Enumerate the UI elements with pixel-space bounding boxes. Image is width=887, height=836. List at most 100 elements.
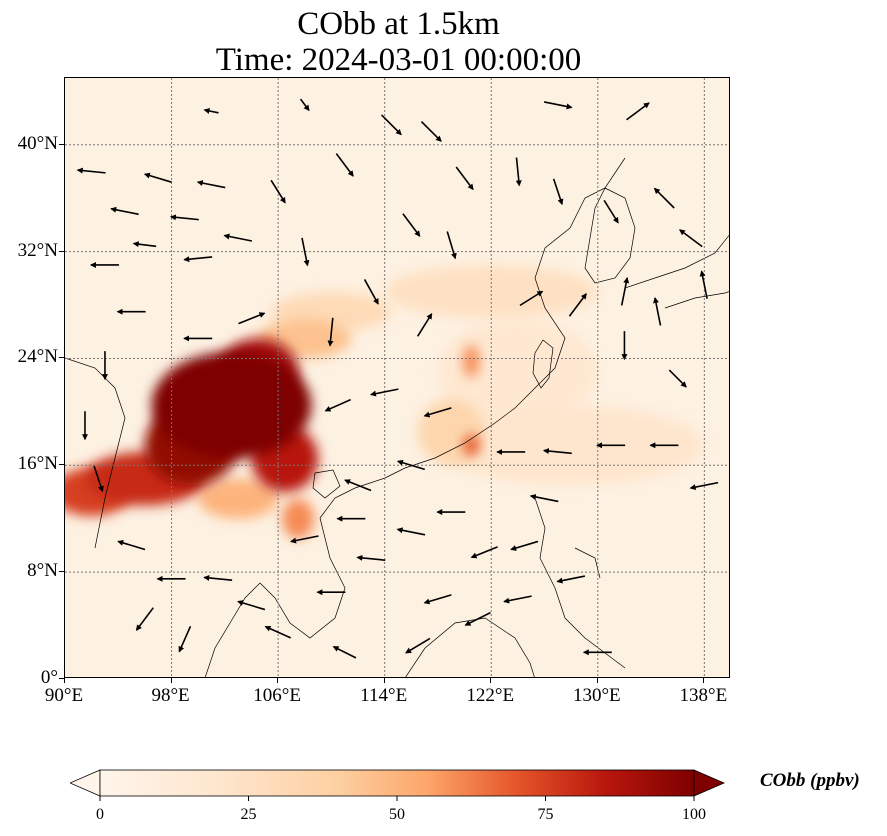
philippines-coastline xyxy=(534,497,626,669)
latitude-tick xyxy=(59,464,64,466)
wind-arrow xyxy=(529,493,559,503)
colorbar-tick-label: 100 xyxy=(682,806,706,823)
wind-arrow xyxy=(515,157,522,187)
wind-arrow xyxy=(203,574,233,582)
indochina-coastline xyxy=(204,517,346,677)
colorbar-ticks xyxy=(99,796,695,801)
wind-arrow xyxy=(335,153,354,177)
colorbar-extend-min xyxy=(70,769,101,797)
wind-arrow xyxy=(356,554,386,561)
wind-arrow xyxy=(110,206,139,216)
wind-arrow xyxy=(363,279,379,305)
wind-arrow xyxy=(299,98,310,112)
wind-arrow xyxy=(369,388,399,397)
wind-arrow xyxy=(552,178,564,206)
wind-arrow xyxy=(183,256,213,263)
wind-arrow xyxy=(117,539,146,551)
wind-arrow xyxy=(620,276,630,306)
hainan-coastline xyxy=(312,469,341,499)
colorbar-tick-label: 0 xyxy=(96,806,104,823)
wind-arrow xyxy=(169,214,199,221)
wind-arrow xyxy=(380,114,402,136)
longitude-tick xyxy=(277,678,279,683)
wind-arrow xyxy=(668,369,687,388)
wind-arrow xyxy=(405,637,431,654)
map-time-label: Time: 2024-03-01 00:00:00 xyxy=(215,42,582,78)
longitude-tick-label: 130°E xyxy=(572,685,621,706)
longitude-tick xyxy=(490,678,492,683)
longitude-tick xyxy=(703,678,705,683)
wind-arrow xyxy=(264,625,292,639)
wind-arrow xyxy=(689,481,719,491)
wind-arrow xyxy=(420,121,442,142)
concentration-patch xyxy=(437,318,598,426)
longitude-tick-label: 138°E xyxy=(679,685,728,706)
wind-arrow xyxy=(446,231,457,260)
colorbar-tick-label: 75 xyxy=(537,806,554,823)
concentration-patch xyxy=(463,434,480,456)
map-title: CObb at 1.5km xyxy=(297,6,500,42)
wind-arrow xyxy=(301,237,310,267)
longitude-tick xyxy=(64,678,65,683)
wind-arrow xyxy=(178,626,192,653)
borneo-coastline xyxy=(405,617,535,677)
latitude-tick xyxy=(59,357,64,359)
wind-arrow xyxy=(132,241,157,248)
wind-arrow xyxy=(203,108,219,114)
india-coastline xyxy=(65,357,126,549)
wind-arrow xyxy=(423,407,452,418)
wind-arrow xyxy=(327,317,334,347)
colorbar-tick-label: 25 xyxy=(240,806,257,823)
wind-arrow xyxy=(93,465,104,493)
wind-arrow xyxy=(416,313,433,337)
wind-arrow xyxy=(699,270,708,299)
longitude-tick-label: 114°E xyxy=(360,685,408,706)
wind-arrow xyxy=(196,180,226,189)
latitude-tick-label: 16°N xyxy=(17,453,58,475)
latitude-tick-label: 40°N xyxy=(17,132,58,154)
concentration-patch xyxy=(463,345,480,378)
wind-arrow xyxy=(653,297,662,326)
wind-arrow xyxy=(603,199,619,224)
wind-arrow xyxy=(543,101,573,110)
wind-arrow xyxy=(238,312,266,325)
latitude-tick xyxy=(59,571,64,573)
wind-arrow xyxy=(332,645,357,659)
wind-arrow xyxy=(344,479,372,492)
latitude-tick xyxy=(59,250,64,252)
korea-coastline xyxy=(584,187,636,284)
concentration-patch xyxy=(151,351,312,459)
wind-arrow xyxy=(503,595,532,604)
longitude-tick xyxy=(170,678,172,683)
colorbar-gradient xyxy=(99,769,695,797)
wind-arrow xyxy=(270,179,286,204)
japan-coastline xyxy=(624,234,729,309)
wind-arrow xyxy=(455,166,474,191)
longitude-tick xyxy=(596,678,598,683)
wind-arrow xyxy=(396,459,425,471)
wind-arrow xyxy=(135,607,154,631)
wind-arrow xyxy=(223,233,253,242)
concentration-patch xyxy=(282,498,315,539)
wind-arrow xyxy=(519,290,544,307)
longitude-tick-label: 90°E xyxy=(44,685,84,706)
wind-arrow xyxy=(402,213,421,237)
map-canvas xyxy=(65,78,729,677)
wind-arrow xyxy=(556,575,586,584)
latitude-tick-label: 24°N xyxy=(17,346,58,368)
concentration-field xyxy=(65,264,705,539)
colorbar-extend-max xyxy=(693,769,726,797)
longitude-tick-label: 122°E xyxy=(466,685,515,706)
concentration-patch xyxy=(198,478,279,519)
map-panel xyxy=(64,77,730,678)
colorbar-title: CObb (ppbv) xyxy=(760,770,860,791)
latitude-tick-label: 0° xyxy=(40,667,58,688)
colorbar xyxy=(70,769,726,801)
wind-arrow xyxy=(143,172,172,183)
wind-vectors xyxy=(76,98,719,659)
latitude-tick-label: 32°N xyxy=(17,239,58,261)
taiwan-coastline xyxy=(532,339,554,389)
longitude-tick-label: 106°E xyxy=(253,685,301,706)
wind-arrow xyxy=(396,527,426,536)
wind-arrow xyxy=(324,398,351,412)
